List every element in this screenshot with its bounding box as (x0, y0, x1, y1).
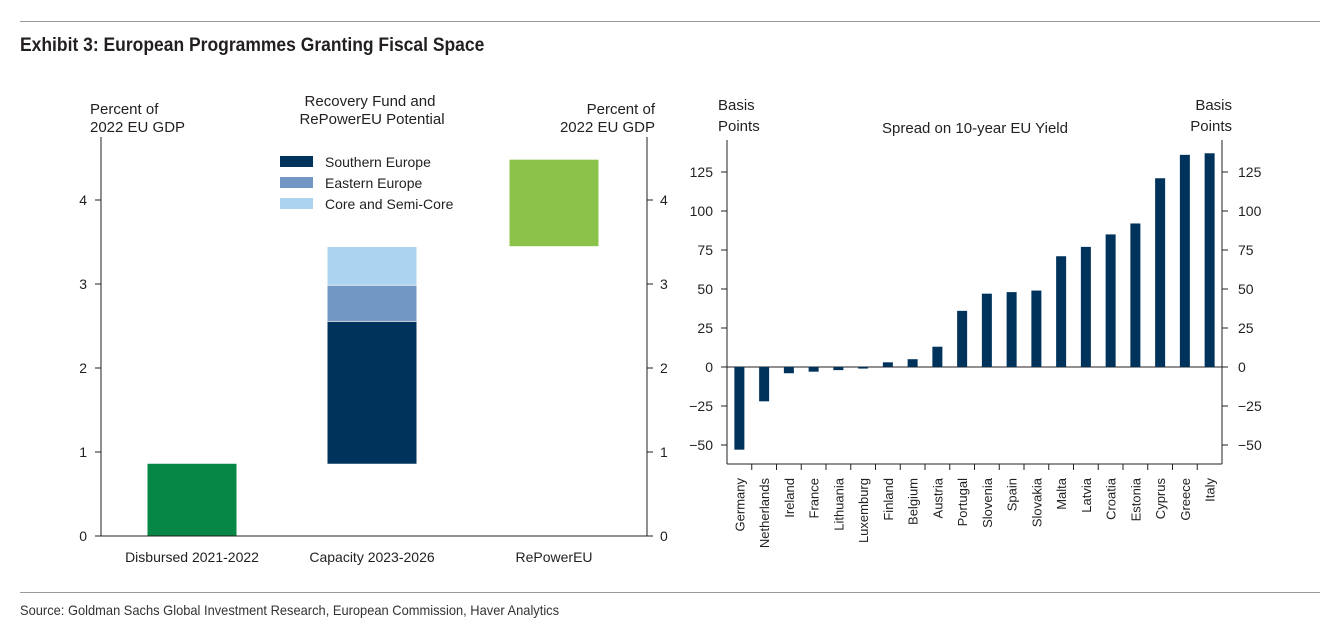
spread-bar (1179, 154, 1190, 367)
bp-right-tick-label: −50 (1238, 437, 1262, 453)
right-y-tick-label: 2 (660, 360, 668, 376)
country-label: Croatia (1104, 477, 1119, 520)
bp-right-tick-label: −25 (1238, 398, 1262, 414)
spread-bar (1204, 153, 1215, 367)
legend-label: Core and Semi-Core (325, 196, 454, 212)
bp-left-tick-label: 0 (705, 359, 713, 375)
country-label: Austria (930, 477, 945, 518)
spread-bar (932, 346, 943, 367)
right-y-tick-label: 0 (660, 528, 668, 544)
spread-bar (858, 367, 869, 369)
left-chart-title-line2: RePowerEU Potential (299, 111, 444, 128)
country-label: Belgium (906, 478, 921, 525)
left-y-tick-label: 0 (79, 528, 87, 544)
spread-bar (808, 367, 819, 372)
left-y-tick-label: 1 (79, 444, 87, 460)
bp-left-tick-label: 50 (697, 281, 713, 297)
right-y-tick-label: 1 (660, 444, 668, 460)
country-label: France (807, 478, 822, 518)
right-y-label-line1: Percent of (587, 101, 656, 118)
country-label: Luxemburg (856, 478, 871, 543)
bp-left-tick-label: 125 (690, 164, 714, 180)
bp-right-tick-label: 50 (1238, 281, 1254, 297)
left-y-tick-label: 4 (79, 192, 87, 208)
country-label: Estonia (1128, 477, 1143, 521)
bp-left-tick-label: 75 (697, 242, 713, 258)
spread-bar (882, 362, 893, 367)
spread-bar (783, 367, 794, 374)
legend-swatch (280, 156, 313, 167)
spread-bar (981, 293, 992, 367)
bp-left-tick-label: 25 (697, 320, 713, 336)
x-category-label: RePowerEU (515, 549, 592, 565)
country-label: Ireland (782, 478, 797, 518)
bar-segment (509, 159, 599, 247)
source-note: Source: Goldman Sachs Global Investment … (20, 602, 560, 618)
bar-segment (327, 320, 417, 464)
bp-right-label-line1: Basis (1195, 97, 1232, 114)
country-label: Lithuania (831, 477, 846, 531)
right-y-tick-label: 3 (660, 276, 668, 292)
spread-bar (957, 310, 968, 367)
spread-bar (1031, 290, 1042, 367)
spread-bar (734, 367, 745, 450)
spread-bar (1130, 223, 1141, 367)
country-label: Italy (1203, 478, 1218, 502)
spread-bar (1105, 234, 1116, 367)
country-label: Spain (1005, 478, 1020, 511)
bottom-rule (20, 592, 1320, 593)
bp-right-tick-label: 0 (1238, 359, 1246, 375)
country-label: Finland (881, 478, 896, 521)
bp-right-label-line2: Points (1190, 118, 1232, 135)
right-y-tick-label: 4 (660, 192, 668, 208)
spread-bar (907, 359, 918, 367)
country-label: Malta (1054, 477, 1069, 510)
bp-right-tick-label: 125 (1238, 164, 1262, 180)
spread-bar (1155, 178, 1166, 367)
x-category-label: Disbursed 2021-2022 (125, 549, 259, 565)
left-y-tick-label: 3 (79, 276, 87, 292)
legend-label: Southern Europe (325, 154, 431, 170)
legend-label: Eastern Europe (325, 175, 422, 191)
x-category-label: Capacity 2023-2026 (309, 549, 435, 565)
bp-right-tick-label: 75 (1238, 242, 1254, 258)
legend-swatch (280, 198, 313, 209)
bar-segment (327, 284, 417, 321)
bar-segment (147, 463, 237, 536)
spread-bar (759, 367, 770, 402)
spread-bar (833, 367, 844, 371)
country-label: Cyprus (1153, 478, 1168, 520)
country-label: Greece (1178, 478, 1193, 521)
bp-right-tick-label: 100 (1238, 203, 1262, 219)
bp-left-label-line1: Basis (718, 97, 755, 114)
spread-bar (1006, 292, 1017, 367)
right-y-label-line2: 2022 EU GDP (560, 119, 655, 136)
bp-left-tick-label: 100 (690, 203, 714, 219)
bp-left-label-line2: Points (718, 118, 760, 135)
country-label: Slovakia (1029, 477, 1044, 527)
left-y-tick-label: 2 (79, 360, 87, 376)
bar-segment (327, 246, 417, 285)
country-label: Latvia (1079, 477, 1094, 512)
left-chart-title-line1: Recovery Fund and (305, 93, 436, 110)
spread-bar (1056, 256, 1067, 367)
exhibit-title: Exhibit 3: European Programmes Granting … (20, 35, 485, 56)
left-y-label-line1: Percent of (90, 101, 159, 118)
spread-bar (1080, 246, 1091, 367)
bp-right-tick-label: 25 (1238, 320, 1254, 336)
country-label: Slovenia (980, 477, 995, 528)
country-label: Portugal (955, 478, 970, 527)
legend-swatch (280, 177, 313, 188)
country-label: Germany (732, 478, 747, 532)
bp-left-tick-label: −25 (689, 398, 713, 414)
left-y-label-line2: 2022 EU GDP (90, 119, 185, 136)
country-label: Netherlands (757, 478, 772, 549)
bp-left-tick-label: −50 (689, 437, 713, 453)
top-rule (20, 21, 1320, 22)
right-chart-title: Spread on 10-year EU Yield (882, 120, 1068, 137)
